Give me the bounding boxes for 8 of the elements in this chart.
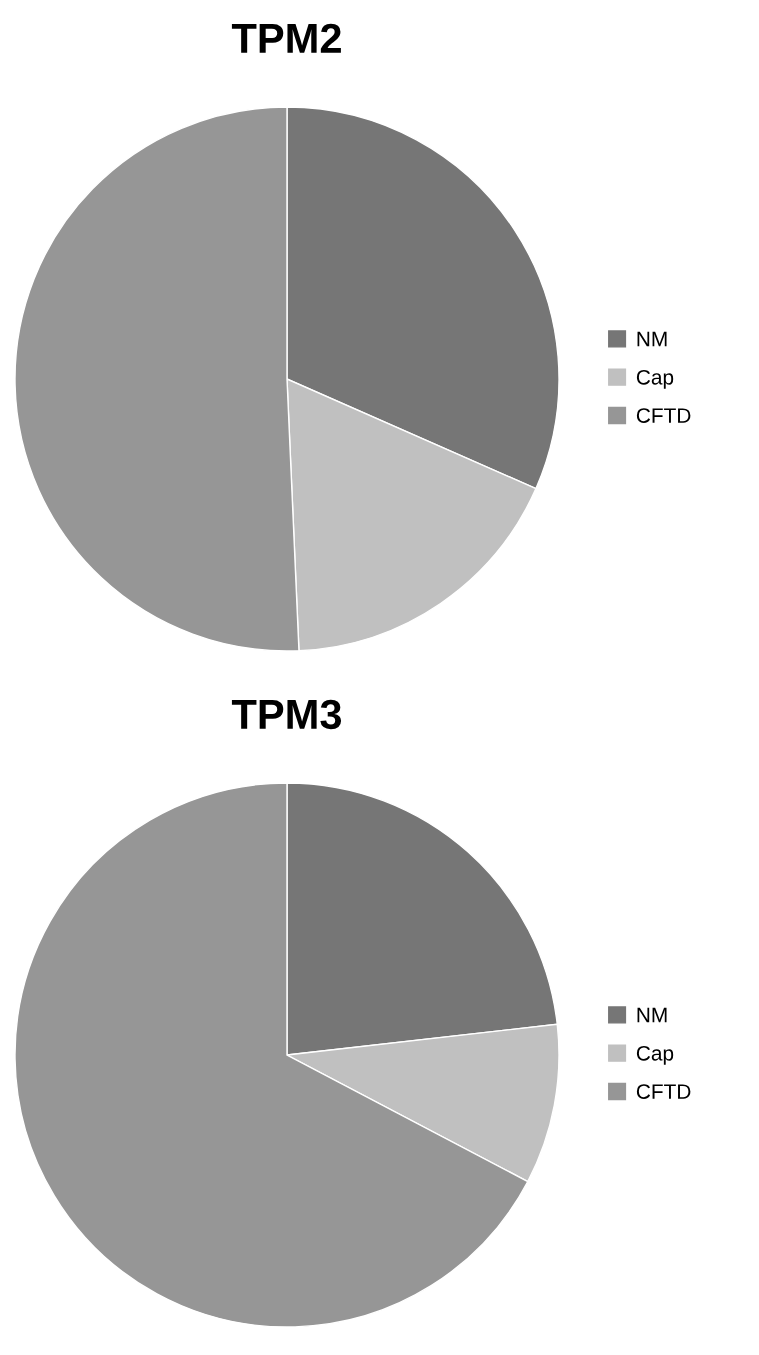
chart-title: TPM3 [231, 699, 342, 730]
legend-label: CFTD [636, 408, 691, 423]
chart-title: TPM2 [231, 23, 341, 53]
legend-label: NM [637, 1007, 667, 1023]
legend-label: CFTD [636, 1084, 691, 1099]
legend-label: Cap [636, 1045, 674, 1065]
legend-label: Cap [636, 369, 674, 389]
legend-label: NM [637, 331, 667, 347]
